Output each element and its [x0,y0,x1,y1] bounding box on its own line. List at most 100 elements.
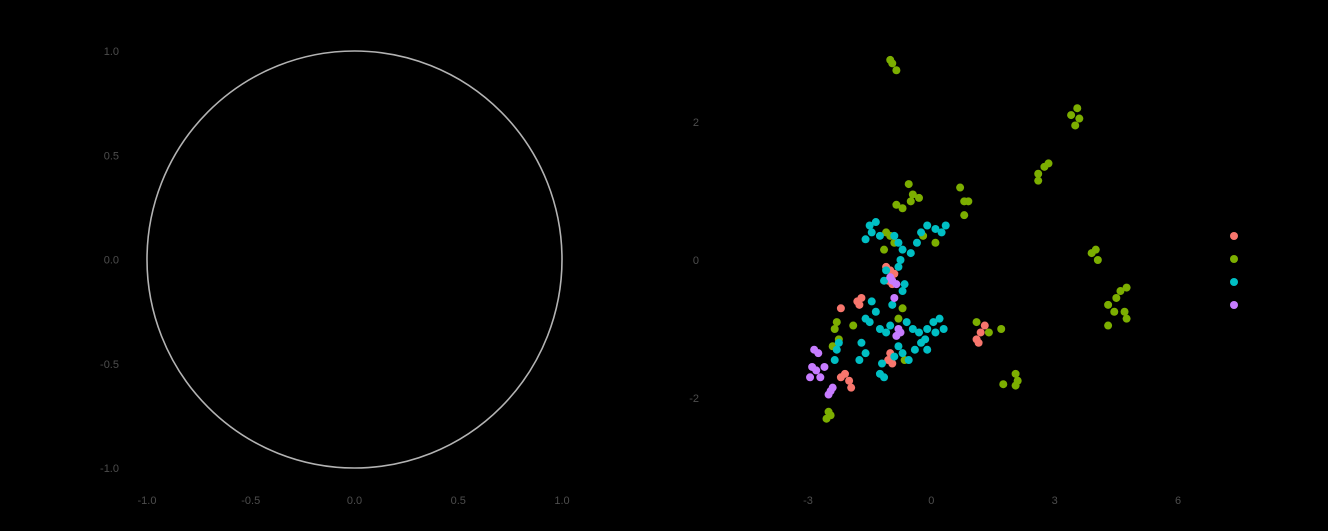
correlation-circle-panel: -1.0 -0.5 0.0 0.5 1.0 -1.0 -0.5 0.0 0.5 1.0 [100,46,570,507]
scatter-point [888,359,897,368]
legend-key-1 [1230,232,1238,240]
scatter-point [890,293,899,302]
legend-key-2 [1230,255,1238,263]
left-y-tick-label: -0.5 [100,359,119,371]
scatter-point [861,235,870,244]
series-3-points [830,218,950,382]
scatter-point [880,276,889,285]
scatter-point [1122,314,1131,323]
scatter-point [980,321,989,330]
left-y-tick-label: -1.0 [100,463,119,475]
scatter-point [939,325,948,333]
scatter-point [898,245,907,254]
right-y-tick-label: 0 [693,255,699,267]
scatter-point [857,338,866,347]
scatter-point [898,287,907,296]
scatter-point [984,328,993,337]
scatter-point [836,304,845,313]
scatter-point [908,325,917,333]
scatter-point [824,390,833,399]
scatter-point [935,314,944,323]
scatter-point [834,338,843,347]
right-x-tick-label: 0 [928,495,934,507]
scatter-point [814,349,823,358]
scatter-point [871,307,880,316]
series-1-points [836,262,989,392]
left-y-tick-label: 0.0 [104,255,119,267]
right-y-tick-labels: 2 0 -2 [689,117,699,405]
legend [1230,232,1238,309]
scatter-point [974,338,983,347]
scatter-point [900,280,909,289]
right-y-tick-label: -2 [689,393,699,405]
scatter-point [888,59,897,68]
scatter-point [1112,293,1121,302]
scatter-point [890,231,899,240]
scatter-point [894,342,903,351]
unit-circle [146,50,563,469]
scatter-point [875,231,884,240]
scatter-point [855,356,864,365]
scatter-point [1120,307,1129,316]
scatter-point [892,331,901,340]
scatter-point [861,349,870,358]
scatter-point [855,300,864,309]
scatter-point [832,345,841,354]
scatter-point [882,328,891,337]
series-4-points [806,273,905,399]
legend-key-3 [1230,278,1238,286]
scatter-point [878,359,886,368]
series-2-points [822,55,1131,423]
scatter-point [956,183,965,192]
scatter-point [896,256,905,264]
scatter-point [849,321,858,330]
scatter-point [894,238,903,247]
scatter-point [1104,321,1113,330]
scatter-point [1075,114,1084,123]
scatter-point [915,328,923,337]
scatter-point [892,280,901,289]
left-y-tick-labels: -1.0 -0.5 0.0 0.5 1.0 [100,46,119,475]
scatter-point [997,325,1006,333]
scatter-point [1116,287,1125,296]
scatter-point [923,345,932,354]
scatter-point [820,362,829,371]
scatter-point [806,373,815,382]
scatter-point [894,314,903,323]
scatter-point [906,197,915,206]
left-x-tick-label: -0.5 [241,495,260,507]
scatter-point [830,356,839,365]
scatter-point [931,224,940,233]
scatter-point [931,328,940,337]
scatter-point [929,318,938,327]
scatter-point [892,66,901,75]
scatter-point [898,304,907,313]
scatter-point [867,228,876,237]
scatter-point [857,293,866,302]
scatter-point [1034,176,1043,185]
scatter-point [1011,381,1020,390]
scatter-point [816,373,825,382]
scatter-point [836,373,845,382]
scatter-point [1091,245,1100,254]
scatter-point [915,193,923,202]
scatter-point [931,238,940,247]
scatter-point [865,221,874,230]
scatter-point [894,262,903,271]
left-plot-marks [146,50,563,469]
scatter-point [923,325,932,333]
scatter-point [923,221,932,230]
scatter-point [847,383,856,392]
scatter-point [871,218,880,227]
right-x-tick-label: 6 [1175,495,1181,507]
left-x-tick-label: 0.0 [347,495,362,507]
scatter-point [917,228,926,237]
scatter-point [902,318,911,327]
scatter-point [890,352,899,361]
scatter-point [898,349,907,358]
scatter-point [941,221,950,230]
right-plot-points [806,55,1131,423]
left-y-tick-label: 1.0 [104,46,119,58]
scatter-point [892,200,901,209]
